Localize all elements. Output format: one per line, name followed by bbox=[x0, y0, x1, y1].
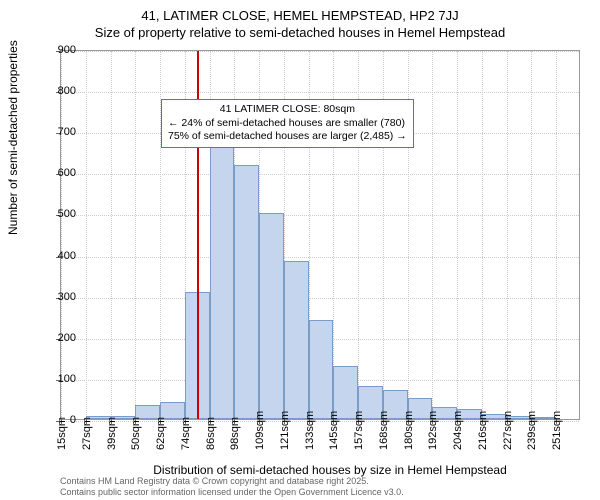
annotation-line: 75% of semi-detached houses are larger (… bbox=[168, 130, 407, 144]
y-tick-label: 900 bbox=[36, 44, 76, 56]
x-tick-label: 62sqm bbox=[155, 417, 167, 450]
footer-line2: Contains public sector information licen… bbox=[60, 487, 404, 498]
histogram-bar bbox=[210, 120, 235, 419]
chart-title-sub: Size of property relative to semi-detach… bbox=[0, 23, 600, 40]
y-tick-label: 100 bbox=[36, 373, 76, 385]
x-tick-label: 204sqm bbox=[452, 411, 464, 450]
grid-line-h bbox=[61, 174, 579, 175]
x-tick-label: 168sqm bbox=[378, 411, 390, 450]
grid-line-h bbox=[61, 298, 579, 299]
x-tick-label: 74sqm bbox=[180, 417, 192, 450]
grid-line-v bbox=[482, 51, 483, 419]
x-tick-label: 157sqm bbox=[353, 411, 365, 450]
footer-text: Contains HM Land Registry data © Crown c… bbox=[60, 476, 404, 498]
x-tick-label: 239sqm bbox=[526, 411, 538, 450]
grid-line-v bbox=[135, 51, 136, 419]
y-tick-label: 400 bbox=[36, 250, 76, 262]
y-tick-label: 500 bbox=[36, 208, 76, 220]
x-tick-label: 133sqm bbox=[304, 411, 316, 450]
x-tick-label: 39sqm bbox=[106, 417, 118, 450]
grid-line-h bbox=[61, 51, 579, 52]
x-tick-label: 216sqm bbox=[477, 411, 489, 450]
grid-line-v bbox=[111, 51, 112, 419]
x-tick-label: 109sqm bbox=[254, 411, 266, 450]
y-tick-label: 700 bbox=[36, 126, 76, 138]
grid-line-h bbox=[61, 257, 579, 258]
grid-line-v bbox=[457, 51, 458, 419]
grid-line-v bbox=[61, 51, 62, 419]
x-tick-label: 227sqm bbox=[502, 411, 514, 450]
annotation-line: ← 24% of semi-detached houses are smalle… bbox=[168, 117, 407, 131]
grid-line-v bbox=[531, 51, 532, 419]
y-axis-label: Number of semi-detached properties bbox=[6, 40, 20, 235]
x-axis-label: Distribution of semi-detached houses by … bbox=[30, 463, 600, 477]
grid-line-h bbox=[61, 215, 579, 216]
x-tick-label: 121sqm bbox=[279, 411, 291, 450]
grid-line-v bbox=[507, 51, 508, 419]
y-tick-label: 600 bbox=[36, 167, 76, 179]
histogram-bar bbox=[309, 320, 334, 419]
x-tick-label: 15sqm bbox=[56, 417, 68, 450]
histogram-bar bbox=[234, 165, 259, 419]
x-tick-label: 180sqm bbox=[403, 411, 415, 450]
x-tick-label: 251sqm bbox=[551, 411, 563, 450]
x-tick-label: 27sqm bbox=[81, 417, 93, 450]
y-tick-label: 800 bbox=[36, 85, 76, 97]
chart-title-main: 41, LATIMER CLOSE, HEMEL HEMPSTEAD, HP2 … bbox=[0, 0, 600, 23]
histogram-bar bbox=[259, 213, 284, 419]
annotation-line: 41 LATIMER CLOSE: 80sqm bbox=[168, 103, 407, 117]
y-tick-label: 200 bbox=[36, 332, 76, 344]
grid-line-v bbox=[432, 51, 433, 419]
histogram-bar bbox=[284, 261, 309, 419]
grid-line-v bbox=[86, 51, 87, 419]
grid-line-h bbox=[61, 92, 579, 93]
x-tick-label: 192sqm bbox=[427, 411, 439, 450]
annotation-box: 41 LATIMER CLOSE: 80sqm← 24% of semi-det… bbox=[161, 99, 414, 148]
x-tick-label: 86sqm bbox=[205, 417, 217, 450]
footer-line1: Contains HM Land Registry data © Crown c… bbox=[60, 476, 404, 487]
y-tick-label: 300 bbox=[36, 291, 76, 303]
plot-area: 41 LATIMER CLOSE: 80sqm← 24% of semi-det… bbox=[60, 50, 580, 420]
x-tick-label: 98sqm bbox=[229, 417, 241, 450]
x-tick-label: 145sqm bbox=[328, 411, 340, 450]
grid-line-v bbox=[556, 51, 557, 419]
x-tick-label: 50sqm bbox=[130, 417, 142, 450]
